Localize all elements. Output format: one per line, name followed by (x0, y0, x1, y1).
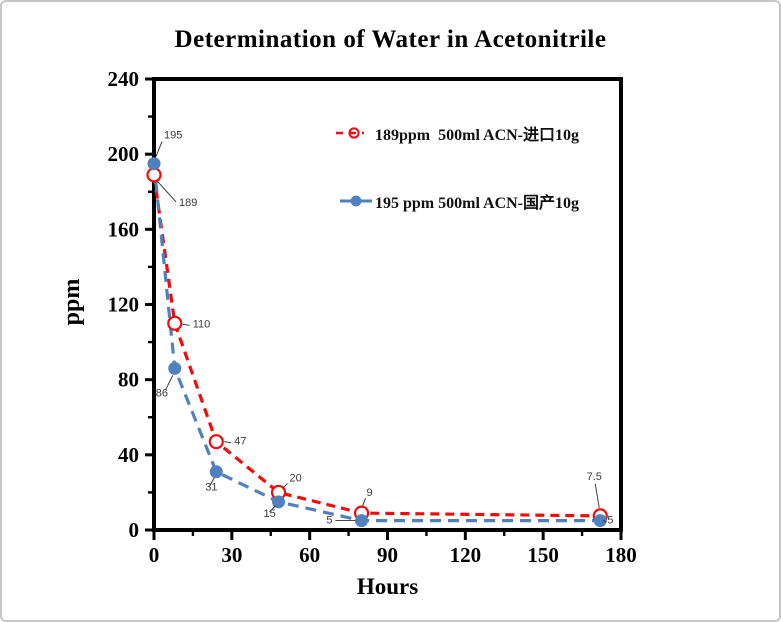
data-label: 9 (367, 487, 373, 499)
svg-text:40: 40 (118, 443, 139, 467)
data-point (355, 514, 369, 528)
legend-marker-filled-circle-icon (340, 195, 372, 207)
data-label: 189 (179, 197, 197, 209)
svg-text:180: 180 (605, 543, 637, 567)
data-point (593, 514, 607, 528)
svg-text:150: 150 (527, 543, 559, 567)
svg-text:90: 90 (377, 543, 398, 567)
y-axis-ticks: 0 40 80 120 160 200 240 (108, 67, 154, 542)
svg-text:240: 240 (108, 67, 140, 91)
data-point (147, 157, 161, 171)
svg-text:200: 200 (108, 142, 140, 166)
data-point (167, 315, 183, 331)
x-axis-ticks: 0 30 60 90 120 150 180 (149, 530, 637, 567)
series-leader-lines-1 (155, 141, 607, 523)
series-data-labels-1: 195 86 31 15 5 5 (156, 130, 614, 527)
chart-title: Determination of Water in Acetonitrile (174, 26, 607, 53)
legend-marker-open-circle-icon (336, 127, 364, 139)
svg-text:120: 120 (450, 543, 482, 567)
legend-item-domestic: 195 ppm 500ml ACN-国产10g (334, 193, 579, 212)
svg-text:0: 0 (149, 543, 160, 567)
data-label: 7.5 (587, 471, 602, 483)
svg-text:0: 0 (129, 518, 140, 542)
legend-label-imported: 189ppm 500ml ACN-进口10g (375, 127, 580, 144)
svg-text:120: 120 (108, 293, 140, 317)
svg-text:60: 60 (299, 543, 320, 567)
series-data-labels-0: 189 110 47 20 9 7.5 (179, 197, 602, 499)
data-label: 5 (326, 515, 332, 527)
legend-item-imported: 189ppm 500ml ACN-进口10g (334, 125, 579, 144)
legend-label-domestic: 195 ppm 500ml ACN-国产10g (375, 195, 580, 212)
x-axis-title: Hours (356, 574, 419, 599)
plot-frame (152, 77, 623, 532)
series-leader-lines-0 (156, 180, 600, 508)
data-label: 15 (264, 508, 276, 520)
data-label: 86 (156, 387, 168, 399)
data-label: 20 (290, 472, 302, 484)
svg-text:30: 30 (221, 543, 242, 567)
data-label: 31 (205, 482, 217, 494)
data-point (146, 167, 162, 183)
data-label: 110 (193, 318, 211, 330)
data-point (209, 465, 223, 479)
data-point (272, 495, 286, 509)
svg-text:80: 80 (118, 368, 139, 392)
data-label: 195 (164, 130, 182, 142)
data-label: 5 (607, 515, 613, 527)
data-label: 47 (234, 436, 246, 448)
series-line-0 (152, 174, 601, 518)
data-point (208, 434, 224, 450)
data-point (168, 361, 182, 375)
series-line-1 (152, 163, 601, 523)
series-markers-1 (147, 157, 607, 528)
svg-text:160: 160 (108, 217, 140, 241)
